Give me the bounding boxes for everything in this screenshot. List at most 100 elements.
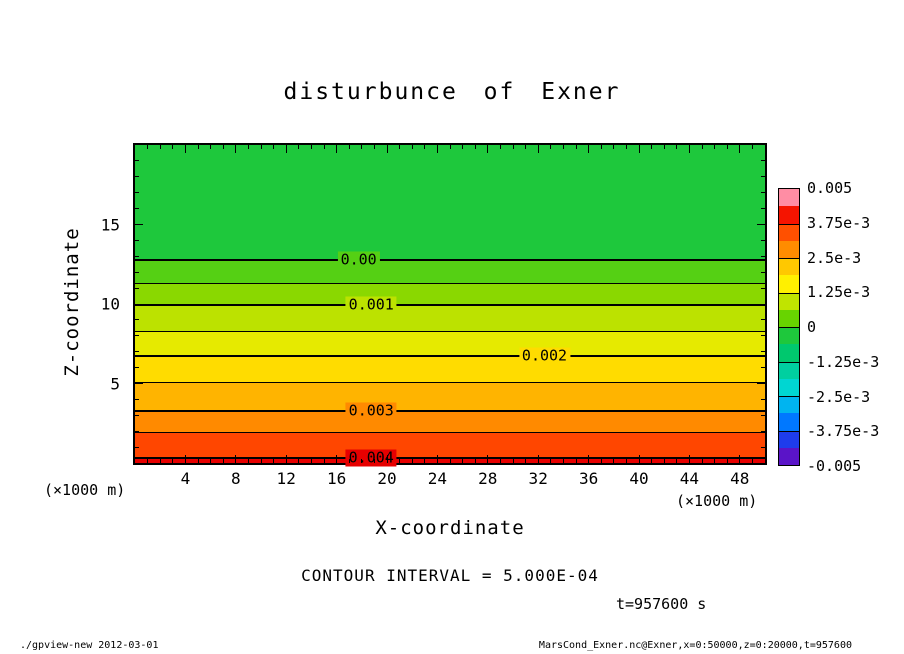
x-tick <box>550 459 552 463</box>
plot-area: 0.00 0.001 0.002 0.003 0.004 <box>133 143 767 467</box>
x-tick <box>336 455 338 463</box>
x-tick <box>512 459 514 463</box>
contour-line <box>135 303 765 306</box>
contour-lines-layer: 0.00 0.001 0.002 0.003 0.004 <box>135 145 765 467</box>
x-tick <box>714 459 716 463</box>
y-tick <box>135 287 139 289</box>
y-tick-labels: 5 10 15 <box>92 145 126 463</box>
footer-command-text: ./gpview-new 2012-03-01 <box>20 640 159 651</box>
fill-band <box>135 382 765 411</box>
y-tick <box>135 319 139 321</box>
x-tick <box>310 459 312 463</box>
colorbar-label: -2.5e-3 <box>807 387 871 406</box>
x-tick <box>562 459 564 463</box>
colorbar-level-line <box>779 361 799 363</box>
colorbar-label: 0.005 <box>807 179 853 197</box>
x-tick <box>449 459 451 463</box>
colorbar-segment <box>779 275 799 293</box>
colorbar-level-line <box>779 396 799 397</box>
x-tick <box>172 145 174 149</box>
colorbar-segment <box>779 309 799 327</box>
fill-band <box>135 260 765 284</box>
fill-band <box>135 283 765 305</box>
y-tick-label: 5 <box>110 374 120 393</box>
x-tick <box>449 145 451 149</box>
colorbar-segment <box>779 378 799 396</box>
y-tick <box>761 160 765 162</box>
x-tick <box>235 455 237 463</box>
x-tick <box>436 145 438 153</box>
y-tick <box>135 335 139 337</box>
x-tick <box>159 145 161 149</box>
y-tick-label: 15 <box>100 215 120 234</box>
x-tick <box>361 459 363 463</box>
contour-line <box>135 282 765 284</box>
x-axis-title: X-coordinate <box>375 517 525 539</box>
x-tick-label: 12 <box>276 469 296 488</box>
y-tick <box>761 414 765 416</box>
x-tick <box>147 145 149 149</box>
x-tick <box>424 145 426 149</box>
x-tick <box>399 459 401 463</box>
colorbar-label: 1.25e-3 <box>807 283 871 302</box>
x-tick <box>373 145 375 149</box>
x-tick <box>184 455 186 463</box>
x-tick <box>525 459 527 463</box>
x-tick <box>625 145 627 149</box>
contour-line <box>135 355 765 358</box>
x-tick <box>751 459 753 463</box>
y-tick <box>757 383 765 384</box>
x-axis-unit: (×1000 m) <box>676 492 758 510</box>
x-tick <box>184 145 186 153</box>
y-tick <box>761 430 765 432</box>
y-tick <box>135 160 139 162</box>
y-tick <box>761 287 765 289</box>
x-tick <box>399 145 401 149</box>
x-tick <box>499 459 501 463</box>
colorbar-segment <box>779 413 799 431</box>
colorbar-segment <box>779 430 799 448</box>
x-tick <box>487 145 489 153</box>
x-tick <box>714 145 716 149</box>
x-tick-labels: 4 8 12 16 20 24 28 32 36 40 44 48 <box>135 469 765 489</box>
x-tick-label: 32 <box>528 469 548 488</box>
x-tick <box>688 455 690 463</box>
y-tick <box>761 239 765 241</box>
colorbar-label: -0.005 <box>807 457 862 475</box>
colorbar-level-line <box>779 258 799 259</box>
y-tick <box>135 208 139 210</box>
x-tick-label: 20 <box>377 469 397 488</box>
x-tick-label: 48 <box>730 469 750 488</box>
colorbar-segment <box>779 223 799 241</box>
y-tick <box>761 351 765 353</box>
x-tick <box>373 459 375 463</box>
x-tick <box>411 145 413 149</box>
x-tick <box>726 459 728 463</box>
colorbar-level-line <box>779 223 799 225</box>
x-tick <box>638 455 640 463</box>
y-tick <box>135 176 139 178</box>
colorbar-level-line <box>779 430 799 432</box>
x-tick <box>298 145 300 149</box>
x-tick <box>298 459 300 463</box>
y-tick <box>761 208 765 210</box>
y-tick <box>135 414 139 416</box>
x-tick <box>235 145 237 153</box>
x-tick-label: 44 <box>679 469 700 488</box>
x-tick <box>336 145 338 153</box>
x-tick <box>525 145 527 149</box>
x-tick <box>260 459 262 463</box>
y-tick <box>135 271 139 273</box>
colorbar-label: -1.25e-3 <box>807 352 880 371</box>
x-tick <box>247 459 249 463</box>
contour-line <box>135 330 765 332</box>
y-axis-unit: (×1000 m) <box>44 481 126 499</box>
x-tick <box>651 459 653 463</box>
y-tick <box>761 319 765 321</box>
colorbar-label: 3.75e-3 <box>807 213 871 232</box>
fill-bands-layer <box>135 145 765 463</box>
x-tick <box>499 145 501 149</box>
y-tick <box>757 224 765 225</box>
time-label: t=957600 s <box>616 595 707 613</box>
colorbar-segment <box>779 189 799 207</box>
